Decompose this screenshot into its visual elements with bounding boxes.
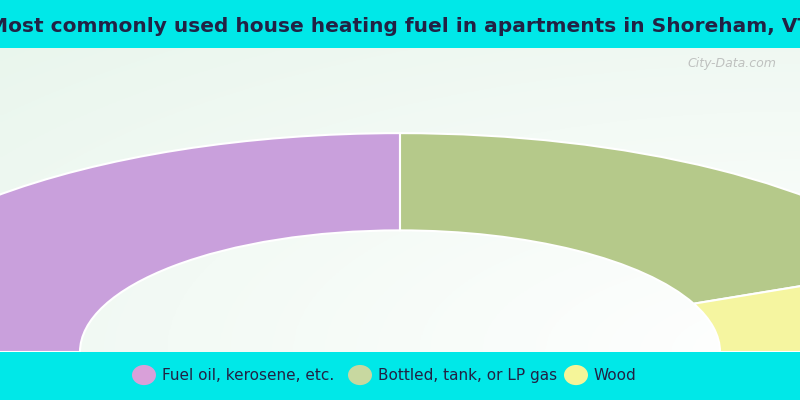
Text: Bottled, tank, or LP gas: Bottled, tank, or LP gas — [378, 368, 557, 382]
Wedge shape — [0, 133, 400, 352]
Text: Wood: Wood — [594, 368, 636, 382]
Text: City-Data.com: City-Data.com — [687, 57, 776, 70]
Ellipse shape — [132, 365, 156, 385]
Wedge shape — [694, 265, 800, 352]
Text: Most commonly used house heating fuel in apartments in Shoreham, VT: Most commonly used house heating fuel in… — [0, 17, 800, 36]
Ellipse shape — [348, 365, 372, 385]
Ellipse shape — [564, 365, 588, 385]
Text: Fuel oil, kerosene, etc.: Fuel oil, kerosene, etc. — [162, 368, 334, 382]
Wedge shape — [400, 133, 800, 304]
